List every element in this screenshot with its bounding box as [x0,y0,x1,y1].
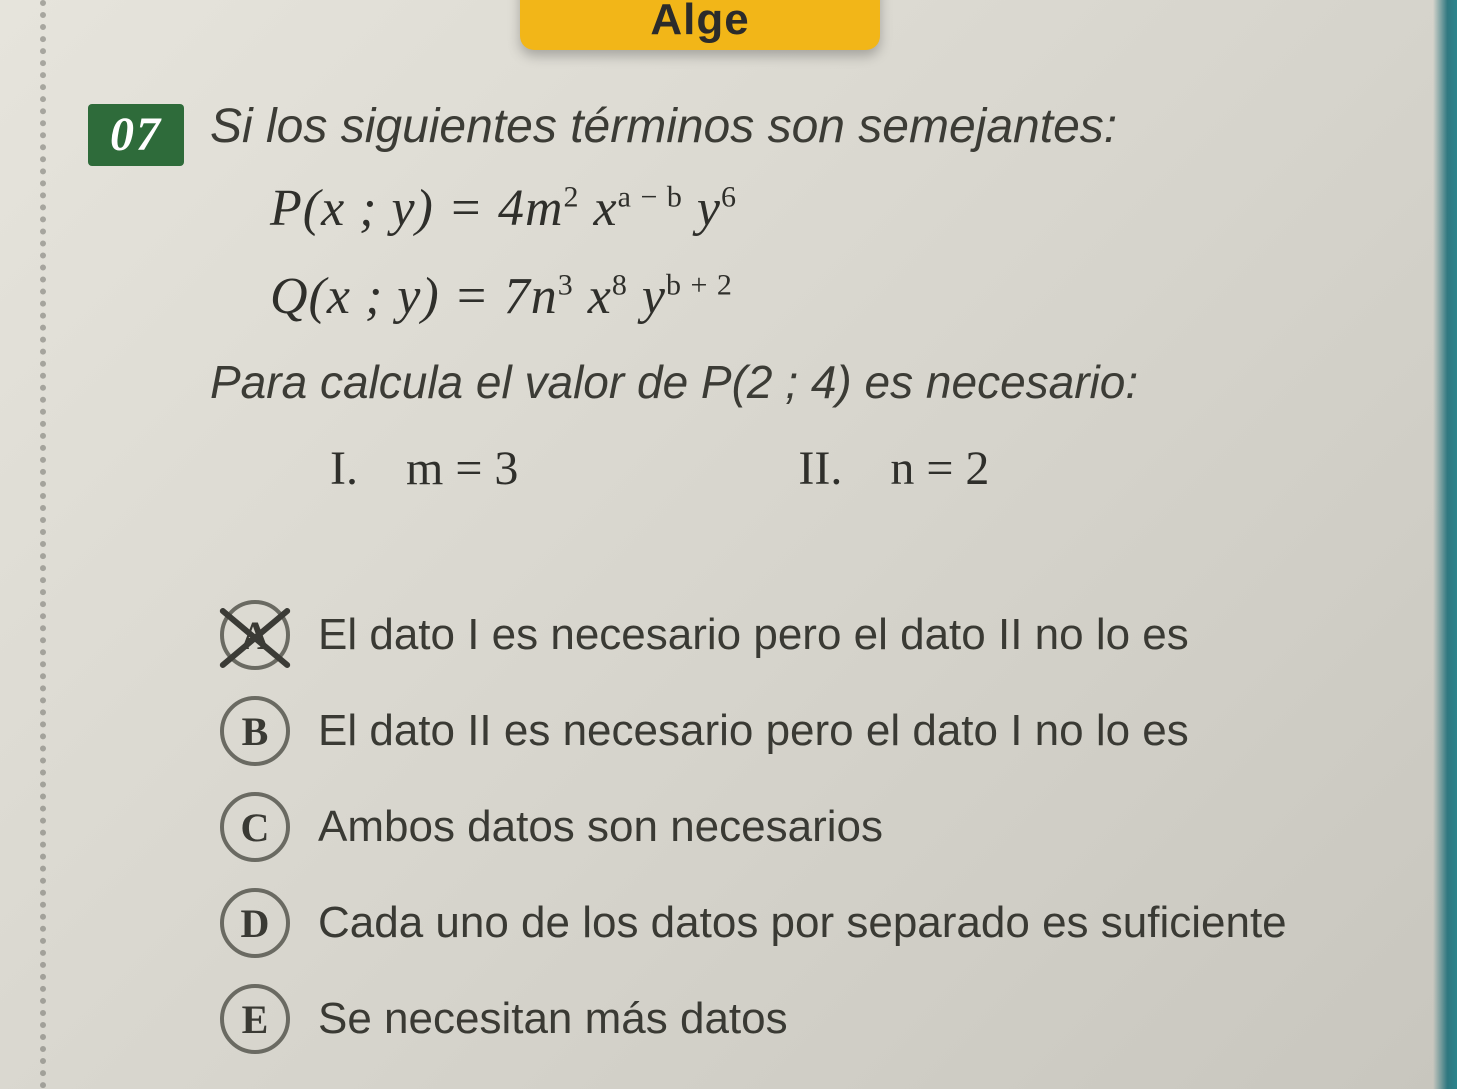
option-b-text: El dato II es necesario pero el dato I n… [318,706,1189,757]
formula-q-y-exp: b + 2 [666,268,733,301]
option-e[interactable]: E Se necesitan más datos [220,984,1397,1054]
formula-p-y-exp: 6 [721,180,737,213]
formula-p-coef: 4m [498,180,564,237]
option-e-text: Se necesitan más datos [318,994,788,1045]
option-d-circle[interactable]: D [220,888,290,958]
option-a-text: El dato I es necesario pero el dato II n… [318,610,1189,661]
formula-p-x-exp: a − b [618,180,683,213]
formula-q-y: y [628,268,666,325]
question-content: Si los siguientes términos son semejante… [210,98,1397,496]
formula-q: Q(x ; y) = 7n3 x8 yb + 2 [270,262,1397,332]
option-e-circle[interactable]: E [220,984,290,1054]
formula-q-x: x [574,268,612,325]
formula-q-n-exp: 3 [558,268,574,301]
option-d[interactable]: D Cada uno de los datos por separado es … [220,888,1397,958]
question-stem: Si los siguientes términos son semejante… [210,98,1397,156]
formula-p-m-exp: 2 [564,180,580,213]
roman-ii: II. n = 2 [798,441,989,496]
roman-i-eq: m = 3 [406,442,518,495]
roman-ii-label: II. [798,442,842,495]
roman-conditions: I. m = 3 II. n = 2 [330,441,1397,496]
option-c[interactable]: C Ambos datos son necesarios [220,792,1397,862]
option-d-text: Cada uno de los datos por separado es su… [318,898,1287,949]
option-c-circle[interactable]: C [220,792,290,862]
option-b-circle[interactable]: B [220,696,290,766]
option-b[interactable]: B El dato II es necesario pero el dato I… [220,696,1397,766]
sub-stem: Para calcula el valor de P(2 ; 4) es nec… [210,354,1397,412]
page: Alge 07 Si los siguientes términos son s… [0,0,1457,1089]
formula-p-lhs: P(x ; y) = [270,180,498,237]
formula-q-x-exp: 8 [612,268,628,301]
formula-q-lhs: Q(x ; y) = [270,268,504,325]
subject-tab: Alge [520,0,880,50]
roman-ii-eq: n = 2 [890,442,989,495]
roman-i: I. m = 3 [330,441,518,496]
left-dotted-margin [40,0,46,1089]
option-a-circle[interactable]: A [220,600,290,670]
answer-options: A El dato I es necesario pero el dato II… [220,600,1397,1080]
page-right-edge [1433,0,1457,1089]
roman-i-label: I. [330,442,358,495]
formula-p-x: x [580,180,618,237]
formula-p: P(x ; y) = 4m2 xa − b y6 [270,174,1397,244]
option-c-text: Ambos datos son necesarios [318,802,883,853]
question-number-badge: 07 [88,104,184,166]
option-a[interactable]: A El dato I es necesario pero el dato II… [220,600,1397,670]
formula-p-y: y [683,180,721,237]
formula-q-coef: 7n [504,268,558,325]
